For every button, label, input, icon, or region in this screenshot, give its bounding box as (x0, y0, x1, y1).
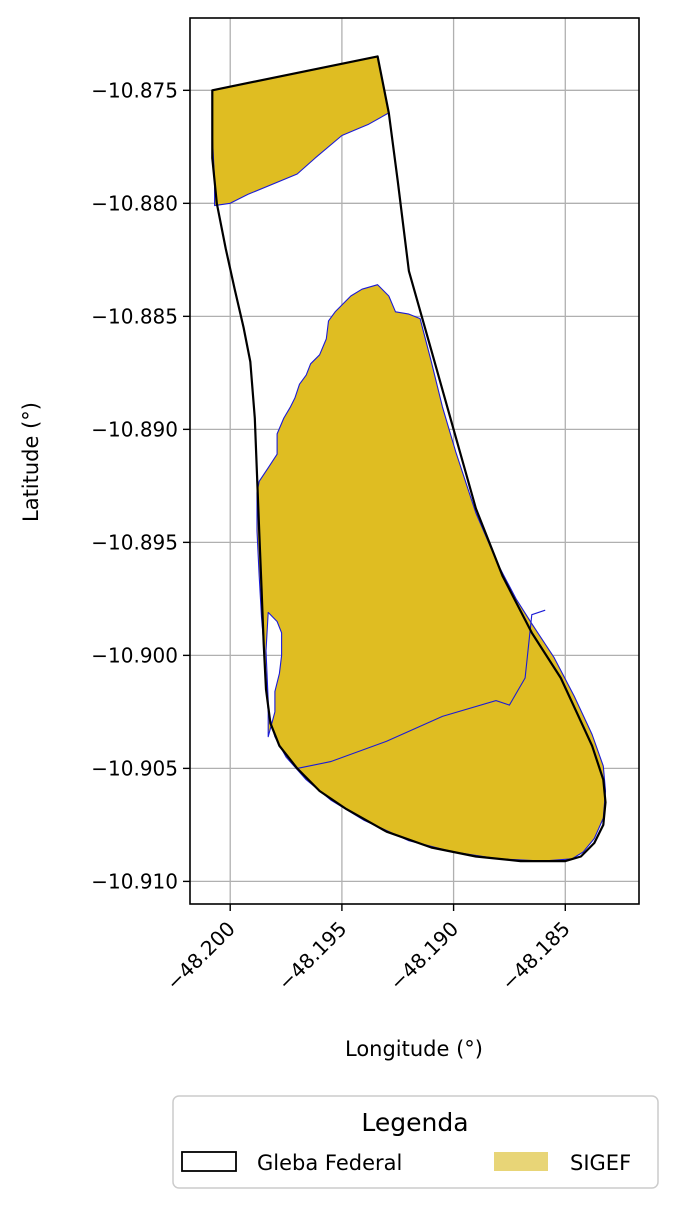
legend-swatch-sigef (494, 1152, 548, 1171)
y-axis-title: Latitude (°) (19, 402, 43, 522)
y-axis-ticks: −10.875 −10.880 −10.885 −10.890 −10.895 −10.9… (91, 78, 190, 893)
y-tick-label: −10.875 (91, 78, 178, 102)
legend-title: Legenda (361, 1108, 468, 1137)
layer-sigef-boundary (297, 609, 546, 769)
y-tick-label: −10.910 (91, 869, 178, 893)
y-tick-label: −10.890 (91, 417, 178, 441)
legend-label-sigef: SIGEF (570, 1151, 631, 1175)
y-tick-label: −10.900 (91, 643, 178, 667)
layer-gleba-federal (211, 55, 607, 863)
y-tick-label: −10.885 (91, 304, 178, 328)
legend: Legenda Gleba Federal SIGEF (172, 1095, 659, 1189)
map-layers (211, 55, 607, 863)
plot-frame (189, 17, 640, 905)
legend-label-gleba-federal: Gleba Federal (257, 1151, 402, 1175)
legend-swatch-gleba-federal (181, 1151, 237, 1172)
x-axis-title: Longitude (°) (345, 1037, 483, 1061)
y-tick-label: −10.880 (91, 191, 178, 215)
y-tick-label: −10.905 (91, 756, 178, 780)
y-tick-label: −10.895 (91, 530, 178, 554)
